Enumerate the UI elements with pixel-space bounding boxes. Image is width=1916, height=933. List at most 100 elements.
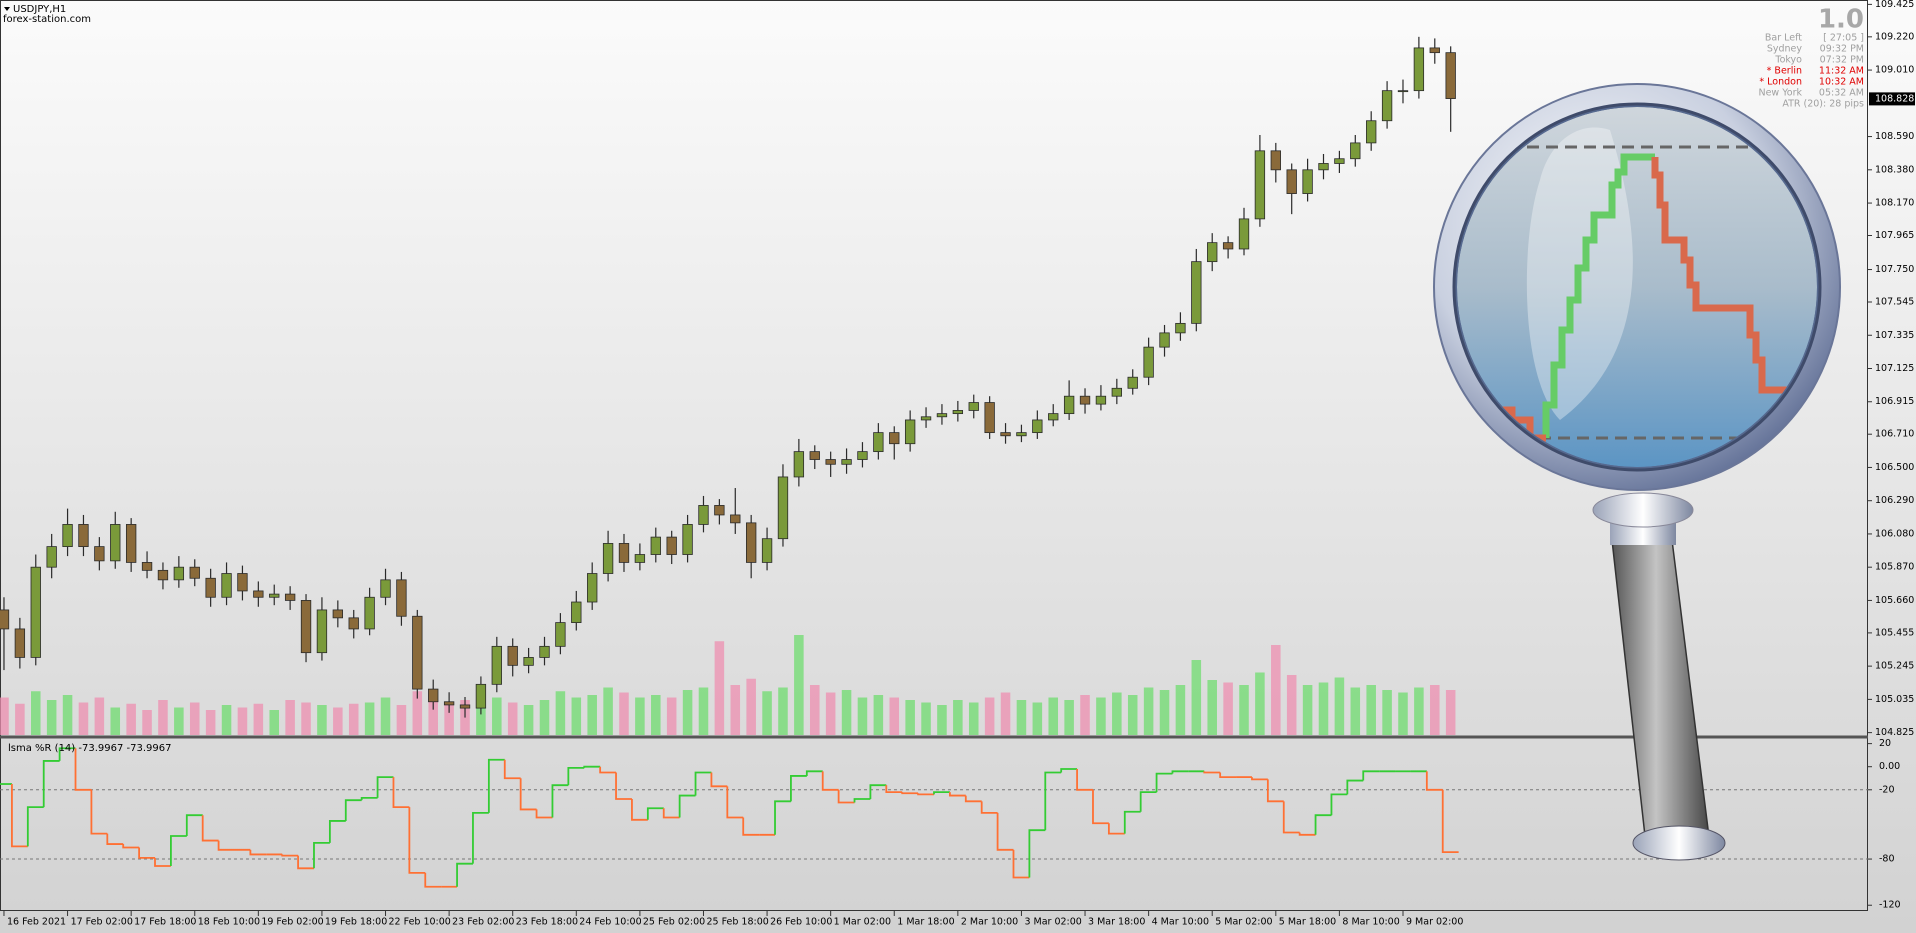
y-tick-label: 108.590: [1875, 131, 1914, 142]
candle-body: [1079, 395, 1091, 405]
volume-bar: [110, 707, 121, 735]
volume-bar: [825, 692, 836, 735]
x-tick-label: 19 Feb 18:00: [325, 917, 387, 928]
indicator-step: [122, 844, 140, 849]
candle-body: [650, 536, 661, 555]
indicator-step: [726, 786, 744, 819]
x-tick-label: 8 Mar 10:00: [1342, 917, 1399, 928]
indicator-step: [1155, 772, 1173, 793]
volume-bar: [953, 700, 963, 735]
candle-body: [1000, 432, 1011, 437]
candle-body: [1207, 242, 1218, 263]
candle-body: [14, 628, 26, 658]
x-tick-label: 17 Feb 02:00: [71, 917, 133, 928]
volume-bar: [714, 641, 725, 735]
indicator-step: [535, 809, 553, 819]
indicator-step: [519, 778, 537, 811]
candle-body: [491, 645, 502, 685]
candle-body: [269, 593, 280, 598]
candle-body: [443, 701, 455, 706]
y-tick-label: 108.380: [1875, 164, 1914, 175]
indicator-step: [360, 796, 378, 801]
candle-body: [793, 451, 805, 478]
indicator-step: [201, 815, 219, 842]
indicator-step: [694, 771, 712, 796]
indicator-step: [1028, 829, 1046, 878]
y-tick-label: -120: [1879, 900, 1901, 911]
indicator-step: [678, 794, 696, 818]
indicator-step: [853, 798, 871, 803]
indicator-step: [392, 777, 410, 809]
candle-body: [539, 645, 550, 658]
candle-body: [523, 657, 534, 666]
y-tick-label: 105.455: [1875, 627, 1914, 638]
y-tick-label: 104.825: [1875, 727, 1914, 738]
indicator-step: [74, 748, 92, 791]
volume-bar: [1159, 690, 1170, 735]
x-tick-label: 24 Feb 10:00: [579, 917, 641, 928]
volume-bar: [142, 710, 152, 735]
candle-body: [984, 402, 995, 434]
y-tick-label: 107.545: [1875, 297, 1914, 308]
current-price-tag: [1869, 92, 1915, 106]
candle-body: [920, 416, 932, 421]
y-tick-label: 20: [1879, 738, 1891, 749]
symbol-menu-arrow[interactable]: [4, 7, 10, 11]
volume-bar: [428, 697, 438, 735]
candle-body: [1048, 413, 1059, 421]
y-tick-label: 108.170: [1875, 198, 1914, 209]
candle-body: [873, 432, 884, 453]
volume-bar: [46, 700, 57, 735]
x-tick-label: 25 Feb 18:00: [706, 917, 768, 928]
candle-body: [904, 419, 916, 445]
indicator-step: [917, 793, 934, 796]
candle-body: [1318, 163, 1329, 171]
candle-body: [730, 514, 741, 524]
candle-body: [1302, 169, 1313, 194]
volume-bar: [666, 697, 677, 735]
volume-bar: [253, 703, 264, 735]
volume-bar: [1064, 700, 1074, 735]
indicator-step: [869, 784, 887, 800]
volume-bar: [492, 697, 502, 735]
candle-body: [666, 536, 677, 555]
indicator-step: [774, 800, 791, 835]
symbol-label: USDJPY,H1: [13, 4, 66, 15]
indicator-step: [1139, 791, 1157, 812]
info-label: Sydney: [1767, 44, 1803, 55]
volume-bar: [635, 697, 645, 735]
candle-body: [221, 573, 232, 598]
info-label: Bar Left: [1765, 33, 1802, 44]
indicator-step: [376, 776, 394, 798]
volume-bar: [269, 710, 280, 735]
volume-bar: [730, 685, 741, 735]
volume-bar: [809, 685, 820, 735]
candle-body: [412, 615, 423, 690]
indicator-step: [710, 772, 728, 788]
indicator-step: [1219, 772, 1237, 778]
volume-bar: [1366, 685, 1376, 735]
volume-bar: [1175, 685, 1186, 735]
indicator-step: [1012, 849, 1030, 879]
volume-bar: [937, 705, 947, 735]
volume-bar: [189, 702, 200, 735]
volume-bar: [746, 678, 756, 735]
candle-body: [237, 573, 248, 592]
candle-body: [1270, 150, 1281, 171]
candle-body: [1445, 52, 1456, 99]
candle-body: [1413, 47, 1425, 92]
volume-bar: [603, 687, 613, 735]
info-value: 11:32 AM: [1819, 66, 1864, 77]
y-tick-label: 106.500: [1875, 462, 1914, 473]
indicator-step: [964, 795, 982, 803]
candle-body: [1111, 387, 1122, 397]
indicator-step: [503, 759, 521, 780]
volume-bar: [698, 687, 709, 735]
candle-body: [809, 451, 820, 460]
indicator-step: [948, 792, 966, 797]
volume-bar: [1000, 692, 1011, 735]
info-value: 07:32 PM: [1820, 55, 1864, 66]
volume-bar: [778, 687, 788, 735]
y-tick-label: 105.245: [1875, 661, 1914, 672]
